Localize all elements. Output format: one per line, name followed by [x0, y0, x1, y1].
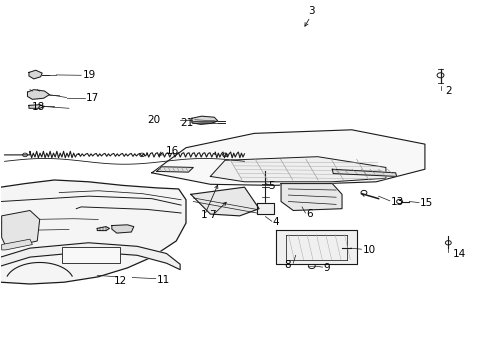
Text: 3: 3	[308, 6, 314, 16]
Polygon shape	[210, 157, 385, 182]
Polygon shape	[157, 167, 193, 172]
Text: 7: 7	[209, 210, 216, 220]
Polygon shape	[27, 90, 49, 99]
Text: 4: 4	[272, 217, 279, 227]
Text: 11: 11	[157, 275, 170, 285]
Text: 15: 15	[419, 198, 432, 208]
Polygon shape	[256, 203, 273, 214]
Polygon shape	[331, 169, 396, 176]
Polygon shape	[29, 105, 44, 108]
Polygon shape	[97, 226, 109, 230]
Polygon shape	[112, 225, 134, 233]
Text: 9: 9	[323, 263, 329, 273]
Polygon shape	[0, 180, 185, 284]
Polygon shape	[29, 70, 42, 79]
Text: 18: 18	[31, 102, 44, 112]
Text: 13: 13	[390, 197, 403, 207]
Text: 1: 1	[201, 210, 207, 220]
Polygon shape	[281, 184, 341, 211]
Text: 2: 2	[445, 86, 451, 96]
Text: 8: 8	[284, 260, 291, 270]
Text: 16: 16	[165, 146, 179, 156]
Text: 19: 19	[82, 70, 96, 80]
Polygon shape	[0, 243, 180, 270]
Polygon shape	[152, 130, 424, 185]
Text: 10: 10	[362, 245, 375, 255]
Polygon shape	[190, 187, 259, 216]
Text: 17: 17	[86, 93, 99, 103]
Text: 6: 6	[305, 210, 312, 220]
Text: 20: 20	[147, 115, 160, 125]
Polygon shape	[276, 230, 356, 264]
Polygon shape	[191, 116, 217, 125]
Text: 21: 21	[180, 118, 193, 128]
Text: 14: 14	[452, 248, 466, 258]
Text: 5: 5	[267, 181, 274, 191]
Polygon shape	[1, 239, 32, 250]
FancyBboxPatch shape	[61, 247, 120, 263]
Text: 12: 12	[114, 276, 127, 286]
Polygon shape	[1, 211, 40, 248]
